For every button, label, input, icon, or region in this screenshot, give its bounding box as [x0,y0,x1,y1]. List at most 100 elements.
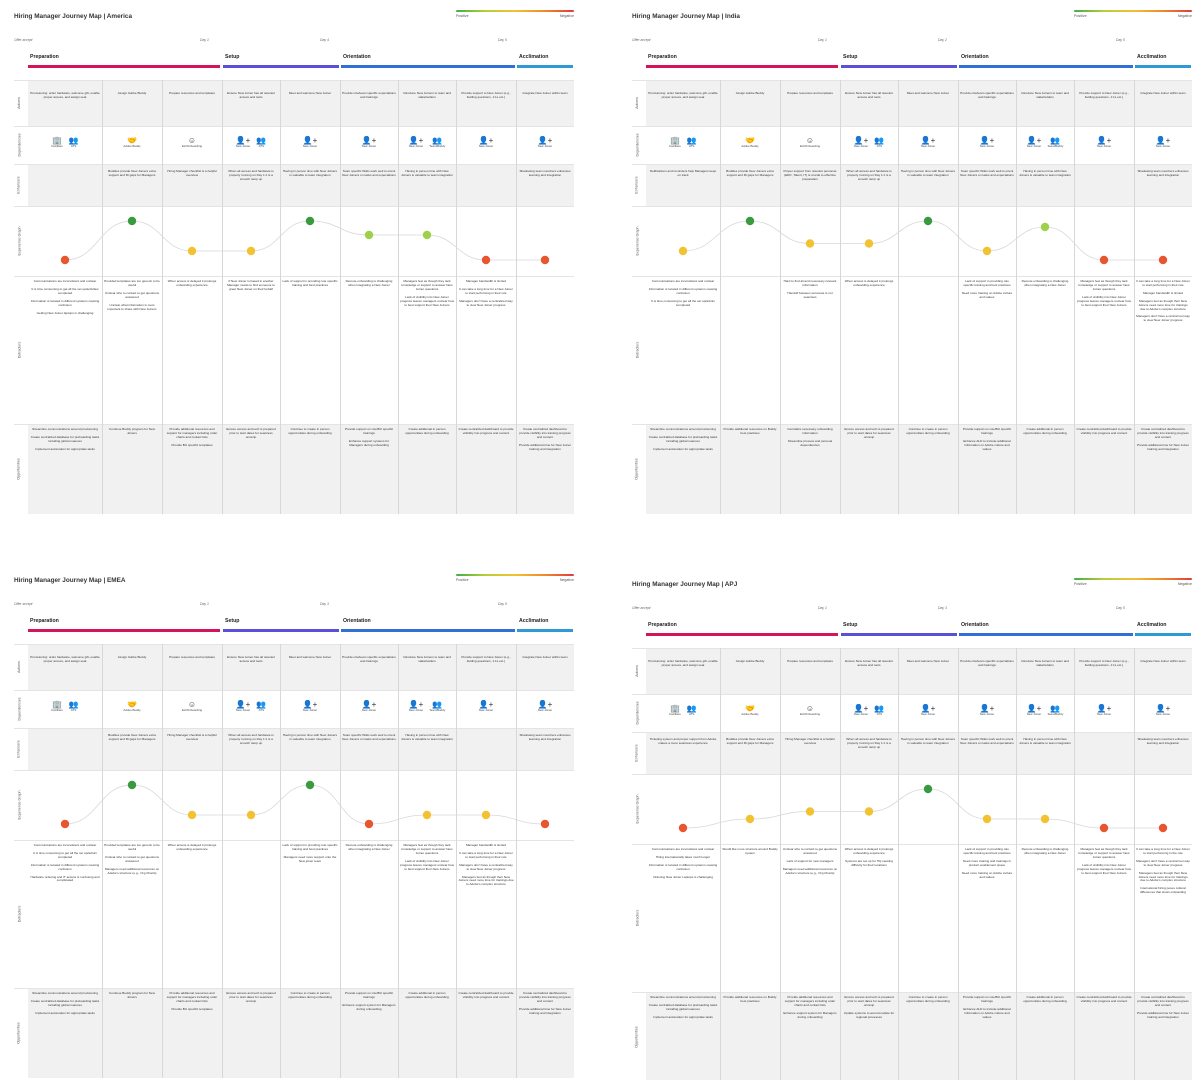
detractor-text: Communications are inconsistent and uncl… [33,844,97,847]
enhancer-cell: Having in person time with New Joiners i… [282,734,338,768]
dependency-label: Ext/Onboarding [181,144,203,148]
dependency-label: Ext/Onboarding [799,144,821,148]
column-divider [720,80,721,514]
dependency-item: ☺ Ext/Onboarding [800,704,820,730]
detractor-text: It can take a long time for a New Joiner… [459,850,513,859]
dependency-item: 👥 Team/Buddy [429,700,445,726]
dependency-item: ☺ Ext/Onboarding [800,136,820,162]
dependency-label: New Joiner [1026,144,1042,148]
row-band-actions [28,644,574,690]
action-text: Assign Adobe Buddy [735,660,765,663]
dependency-label: Adobe Buddy [123,708,141,712]
dependency-label: Facilities [51,708,63,712]
experience-point [540,819,550,829]
action-text: Meet and welcome New Joiner [288,92,332,95]
row-band-opp [646,992,1192,1080]
action-text: Introduce New Joiners to team and stakeh… [403,92,451,99]
opportunity-text: Provide additional resources and support… [784,996,836,1007]
scale-gradient-bar [1074,578,1192,580]
row-divider [14,164,574,165]
dependency-cell: ☺ Ext/Onboarding [164,700,220,726]
phase-acclimation: Acclimation [1135,622,1191,636]
experience-point [246,246,256,256]
detractor-cell: Managers feel as though they lack knowle… [400,280,454,422]
detractor-text: Managers don't have a centralized way to… [459,298,513,307]
scale-labels: Positive Negative [1074,582,1192,586]
detractor-cell: Communications are inconsistent and uncl… [30,280,100,422]
opportunity-text: Create centralized dashboard to provide … [519,992,571,1003]
scale-positive-label: Positive [456,578,469,582]
opportunity-text: Provide BU specific templates [171,442,213,447]
dependency-cell: 👤+ New Joiner [960,136,1014,162]
column-divider [780,648,781,1080]
dependency-label: New Joiner [853,712,869,716]
experience-point [305,216,315,226]
dependency-cell: 👤+ New Joiner 👥 ATS [224,700,278,726]
dependency-item: ☺ Ext/Onboarding [182,700,202,726]
action-text: Introduce New Joiners to team and stakeh… [403,656,451,663]
dependency-new-joiner-icon: 👤+ [361,700,377,709]
dependency-ats-icon: 👥 [874,136,885,145]
action-text: Ensure New Joiner has all relevant acces… [845,660,893,667]
dependency-label: ATS [70,708,77,712]
day-marker-label: Day 5 [1116,606,1125,610]
opportunity-cell: Ensure access and tech is prepared prior… [842,428,896,512]
column-divider [162,644,163,1078]
experience-curve [64,220,545,261]
board-title: Hiring Manager Journey Map | India [632,13,740,20]
row-divider [14,840,574,841]
row-divider [632,126,1192,127]
action-cell: Provide role/team specific expectations … [342,656,396,688]
opportunity-cell: Create centralized dashboard to provide … [1136,428,1190,512]
experience-point [1158,255,1168,265]
scale-positive-label: Positive [1074,582,1087,586]
action-text: Introduce New Joiners to team and stakeh… [1021,92,1069,99]
action-text: Provisioning: order hardware, welcome gi… [648,92,718,99]
dependency-new-joiner-icon: 👤+ [1155,136,1171,145]
dependency-cell: ☺ Ext/Onboarding [164,136,220,162]
opportunity-text: Implement automation for appropriate tas… [35,446,95,451]
detractor-text: Lack of support in providing role specif… [963,280,1011,287]
opportunity-text: Implement automation for appropriate tas… [653,1014,713,1019]
enhancer-cell: Having in person time with New Joiners i… [1018,738,1072,772]
action-text: Meet and welcome New Joiner [906,92,950,95]
action-text: Provisioning: order hardware, welcome gi… [30,656,100,663]
action-text: Integrate New Joiner within team [522,656,568,659]
detractor-cell [518,280,572,422]
phase-setup: Setup [223,54,339,68]
dependency-cell: 👤+ New Joiner [900,136,956,162]
dependency-label: New Joiner [853,144,869,148]
enhancer-text: Shadowing team members enhances learning… [519,170,571,177]
experience-point [805,807,815,816]
dependency-label: New Joiner [920,712,936,716]
detractor-text: It can take a long time for a New Joiner… [459,286,513,295]
dependency-new-joiner-icon: 👤+ [979,136,995,145]
detractor-cell: Lack of support in providing role specif… [282,844,338,986]
scale-labels: Positive Negative [456,578,574,582]
detractor-cell: Provided templates are too generic to be… [104,280,160,422]
action-cell: Prepare resources and templates [164,92,220,124]
dependency-label: New Joiner [1096,712,1112,716]
column-divider [516,80,517,514]
dependency-label: Team/Buddy [429,144,446,148]
dependency-item: 👥 ATS [687,704,697,730]
opportunity-cell: Streamline communications around provisi… [30,428,100,512]
detractor-cell: Lack of support in providing role specif… [960,280,1014,422]
detractor-text: Provided templates are too generic to be… [104,280,160,287]
enhancer-text: Having in person time with New Joiners i… [900,170,956,177]
opportunity-text: Ensure access and tech is prepared prior… [226,992,276,1003]
opportunity-text: Create additional in person opportunitie… [405,992,449,999]
dependency-item: 🤝 Adobe Buddy [123,136,140,162]
opportunity-cell: Streamline communications around provisi… [30,992,100,1076]
detractor-cell: If New Joiner is based in another Manage… [224,280,278,422]
dependency-new-joiner-icon: 👤+ [1096,136,1112,145]
dependency-item: 👤+ New Joiner [362,136,377,162]
dependency-new-joiner-icon: 👤+ [920,136,936,145]
enhancer-cell: Team specific Wikis work well to orient … [960,170,1014,204]
enhancer-text: When all access and hardware is properly… [228,170,274,181]
enhancer-cell: Team specific Wikis work well to orient … [342,170,396,204]
column-divider [456,644,457,1078]
day-marker-label: Day 2 [938,38,947,42]
dependency-label: Team/Buddy [429,708,446,712]
opportunity-text: Provide additional resources on Buddy be… [723,996,777,1003]
